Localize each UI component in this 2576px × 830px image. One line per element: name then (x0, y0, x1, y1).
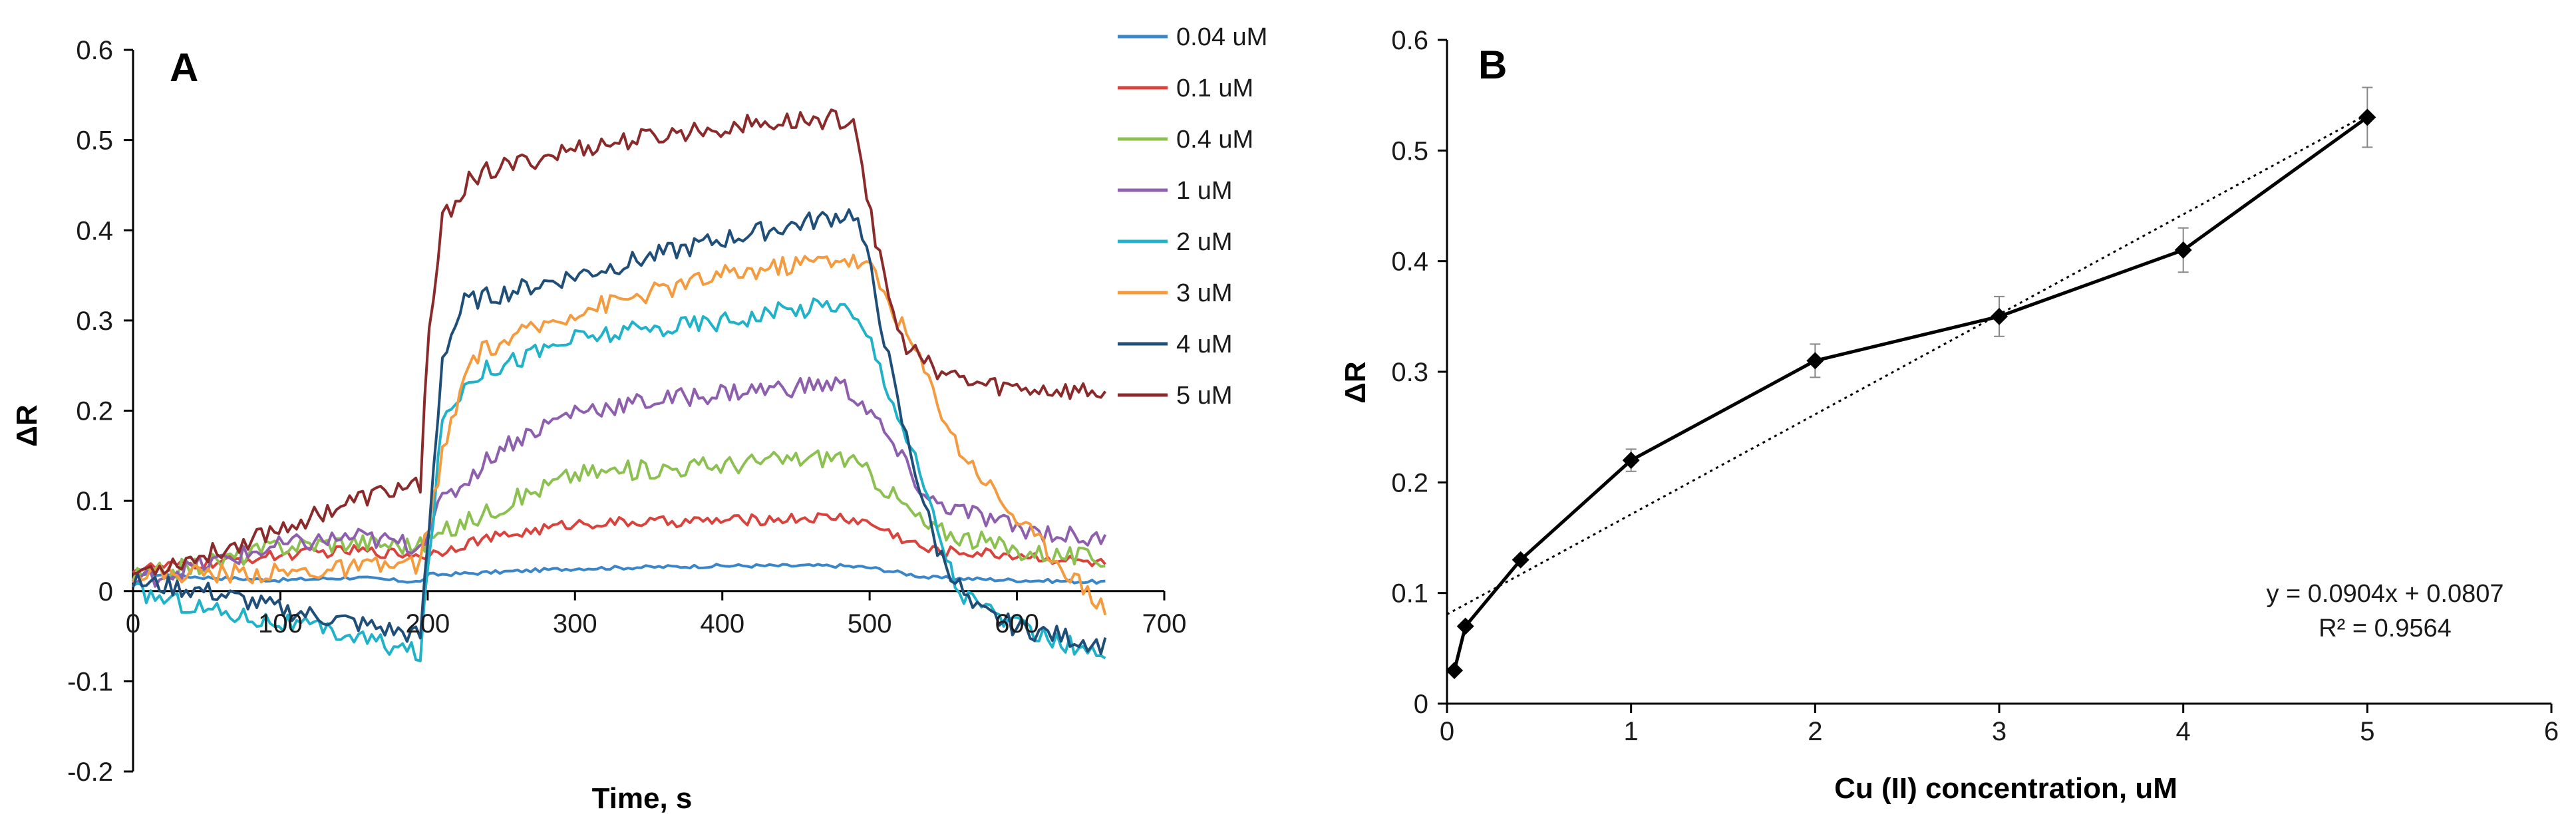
panel-a-y-tick-label: 0 (98, 577, 113, 607)
legend-label: 2 uM (1176, 228, 1232, 256)
panel-b-y-tick-label: 0.5 (1391, 136, 1428, 166)
panel-b-x-tick-label: 3 (1992, 717, 2007, 746)
panel-b-y-tick-label: 0 (1414, 690, 1428, 719)
panel-b-x-tick-label: 1 (1624, 717, 1639, 746)
panel-a-x-tick-label: 0 (126, 609, 140, 638)
trendline-equation: y = 0.0904x + 0.0807 (2266, 580, 2503, 608)
panel-a-axes (124, 49, 1166, 773)
panel-b-y-tick-label: 0.3 (1391, 358, 1428, 387)
panel-a-y-tick-label: 0.5 (76, 126, 113, 156)
panel-b-x-tick-label: 2 (1808, 717, 1822, 746)
legend-label: 0.04 uM (1176, 23, 1267, 51)
data-point-marker (1806, 352, 1824, 370)
panel-a-x-tick-label: 500 (848, 609, 892, 638)
panel-b-points (1446, 108, 2376, 680)
panel-b-x-tick-label: 0 (1440, 717, 1454, 746)
legend-label: 1 uM (1176, 177, 1232, 205)
panel-a-y-tick-label: 0.6 (76, 36, 113, 65)
data-point-marker (2358, 108, 2376, 126)
panel-b-y-tick-label: 0.4 (1391, 247, 1428, 277)
panel-a-x-tick-label: 200 (405, 609, 450, 638)
panel-b-error-bars (1625, 86, 2373, 472)
legend-label: 5 uM (1176, 382, 1232, 410)
panel-b-line (1452, 116, 2368, 671)
panel-a-y-tick-label: 0.4 (76, 216, 113, 245)
data-point-marker (1456, 617, 1474, 635)
linear-trendline (1446, 113, 2368, 616)
panel-a-y-tick-label: 0.3 (76, 307, 113, 336)
panel-a-ticks: -0.2 -0.1 0 0.1 0.2 0.3 0.4 0.5 0.6 0 100 200 300 400… (67, 36, 1186, 787)
panel-a-x-title: Time, s (592, 782, 693, 815)
series-line-1um (132, 376, 1107, 588)
series-line-5um (132, 108, 1107, 576)
panel-b-y-tick-label: 0.6 (1391, 26, 1428, 55)
panel-a-x-tick-label: 600 (995, 609, 1039, 638)
panel-b-y-title: ΔR (1339, 361, 1372, 403)
panel-b: B 0 0.1 0.2 0.3 0.4 0.5 0.6 0 1 2 3 4 5 6 y = 0.0904x… (1339, 26, 2559, 805)
panel-b-letter: B (1478, 43, 1507, 87)
panel-b-ticks: 0 0.1 0.2 0.3 0.4 0.5 0.6 0 1 2 3 4 5 6 (1391, 26, 2559, 746)
panel-b-x-title: Cu (II) concentration, uM (1834, 772, 2177, 805)
data-point-marker (1991, 307, 2008, 325)
series-line-2um (132, 297, 1106, 662)
data-point-marker (1446, 662, 1464, 680)
panel-b-axes (1438, 39, 2553, 713)
panel-b-y-tick-label: 0.1 (1391, 579, 1428, 609)
data-point-marker (1512, 551, 1530, 569)
panel-a-y-title: ΔR (11, 404, 43, 446)
data-point-marker (2174, 241, 2192, 259)
panel-a-y-tick-label: 0.2 (76, 397, 113, 426)
series-line-0.04um (132, 563, 1106, 585)
trendline-r-squared: R² = 0.9564 (2319, 615, 2452, 642)
panel-a-x-tick-label: 400 (700, 609, 744, 638)
data-point-marker (1622, 452, 1640, 470)
series-line-0.4um (132, 449, 1106, 581)
series-line-4um (132, 208, 1107, 656)
legend-label: 3 uM (1176, 279, 1232, 307)
data-connecting-line (1452, 116, 2368, 671)
panel-a-y-tick-label: -0.2 (67, 758, 113, 787)
panel-a-legend: 0.04 uM 0.1 uM 0.4 uM 1 uM 2 uM 3 uM 4 uM 5 uM (1118, 23, 1267, 410)
panel-b-trendline (1446, 113, 2368, 616)
panel-a-x-tick-label: 700 (1142, 609, 1187, 638)
panel-a-y-tick-label: -0.1 (67, 667, 113, 696)
panel-a: A -0.2 -0.1 0 0.1 0.2 0.3 0.4 0.5 0.6 0 100 200 300 4… (11, 23, 1267, 815)
legend-label: 0.1 uM (1176, 74, 1253, 102)
panel-b-x-tick-label: 5 (2360, 717, 2374, 746)
panel-a-x-tick-label: 300 (553, 609, 597, 638)
panel-b-x-tick-label: 4 (2176, 717, 2191, 746)
panel-b-y-tick-label: 0.2 (1391, 468, 1428, 497)
panel-a-series (132, 108, 1107, 662)
panel-b-x-tick-label: 6 (2544, 717, 2559, 746)
series-line-3um (132, 253, 1107, 616)
panel-a-y-tick-label: 0.1 (76, 487, 113, 516)
panel-a-letter: A (170, 45, 198, 90)
legend-label: 0.4 uM (1176, 126, 1253, 154)
legend-label: 4 uM (1176, 331, 1232, 358)
panel-a-x-tick-label: 100 (258, 609, 303, 638)
